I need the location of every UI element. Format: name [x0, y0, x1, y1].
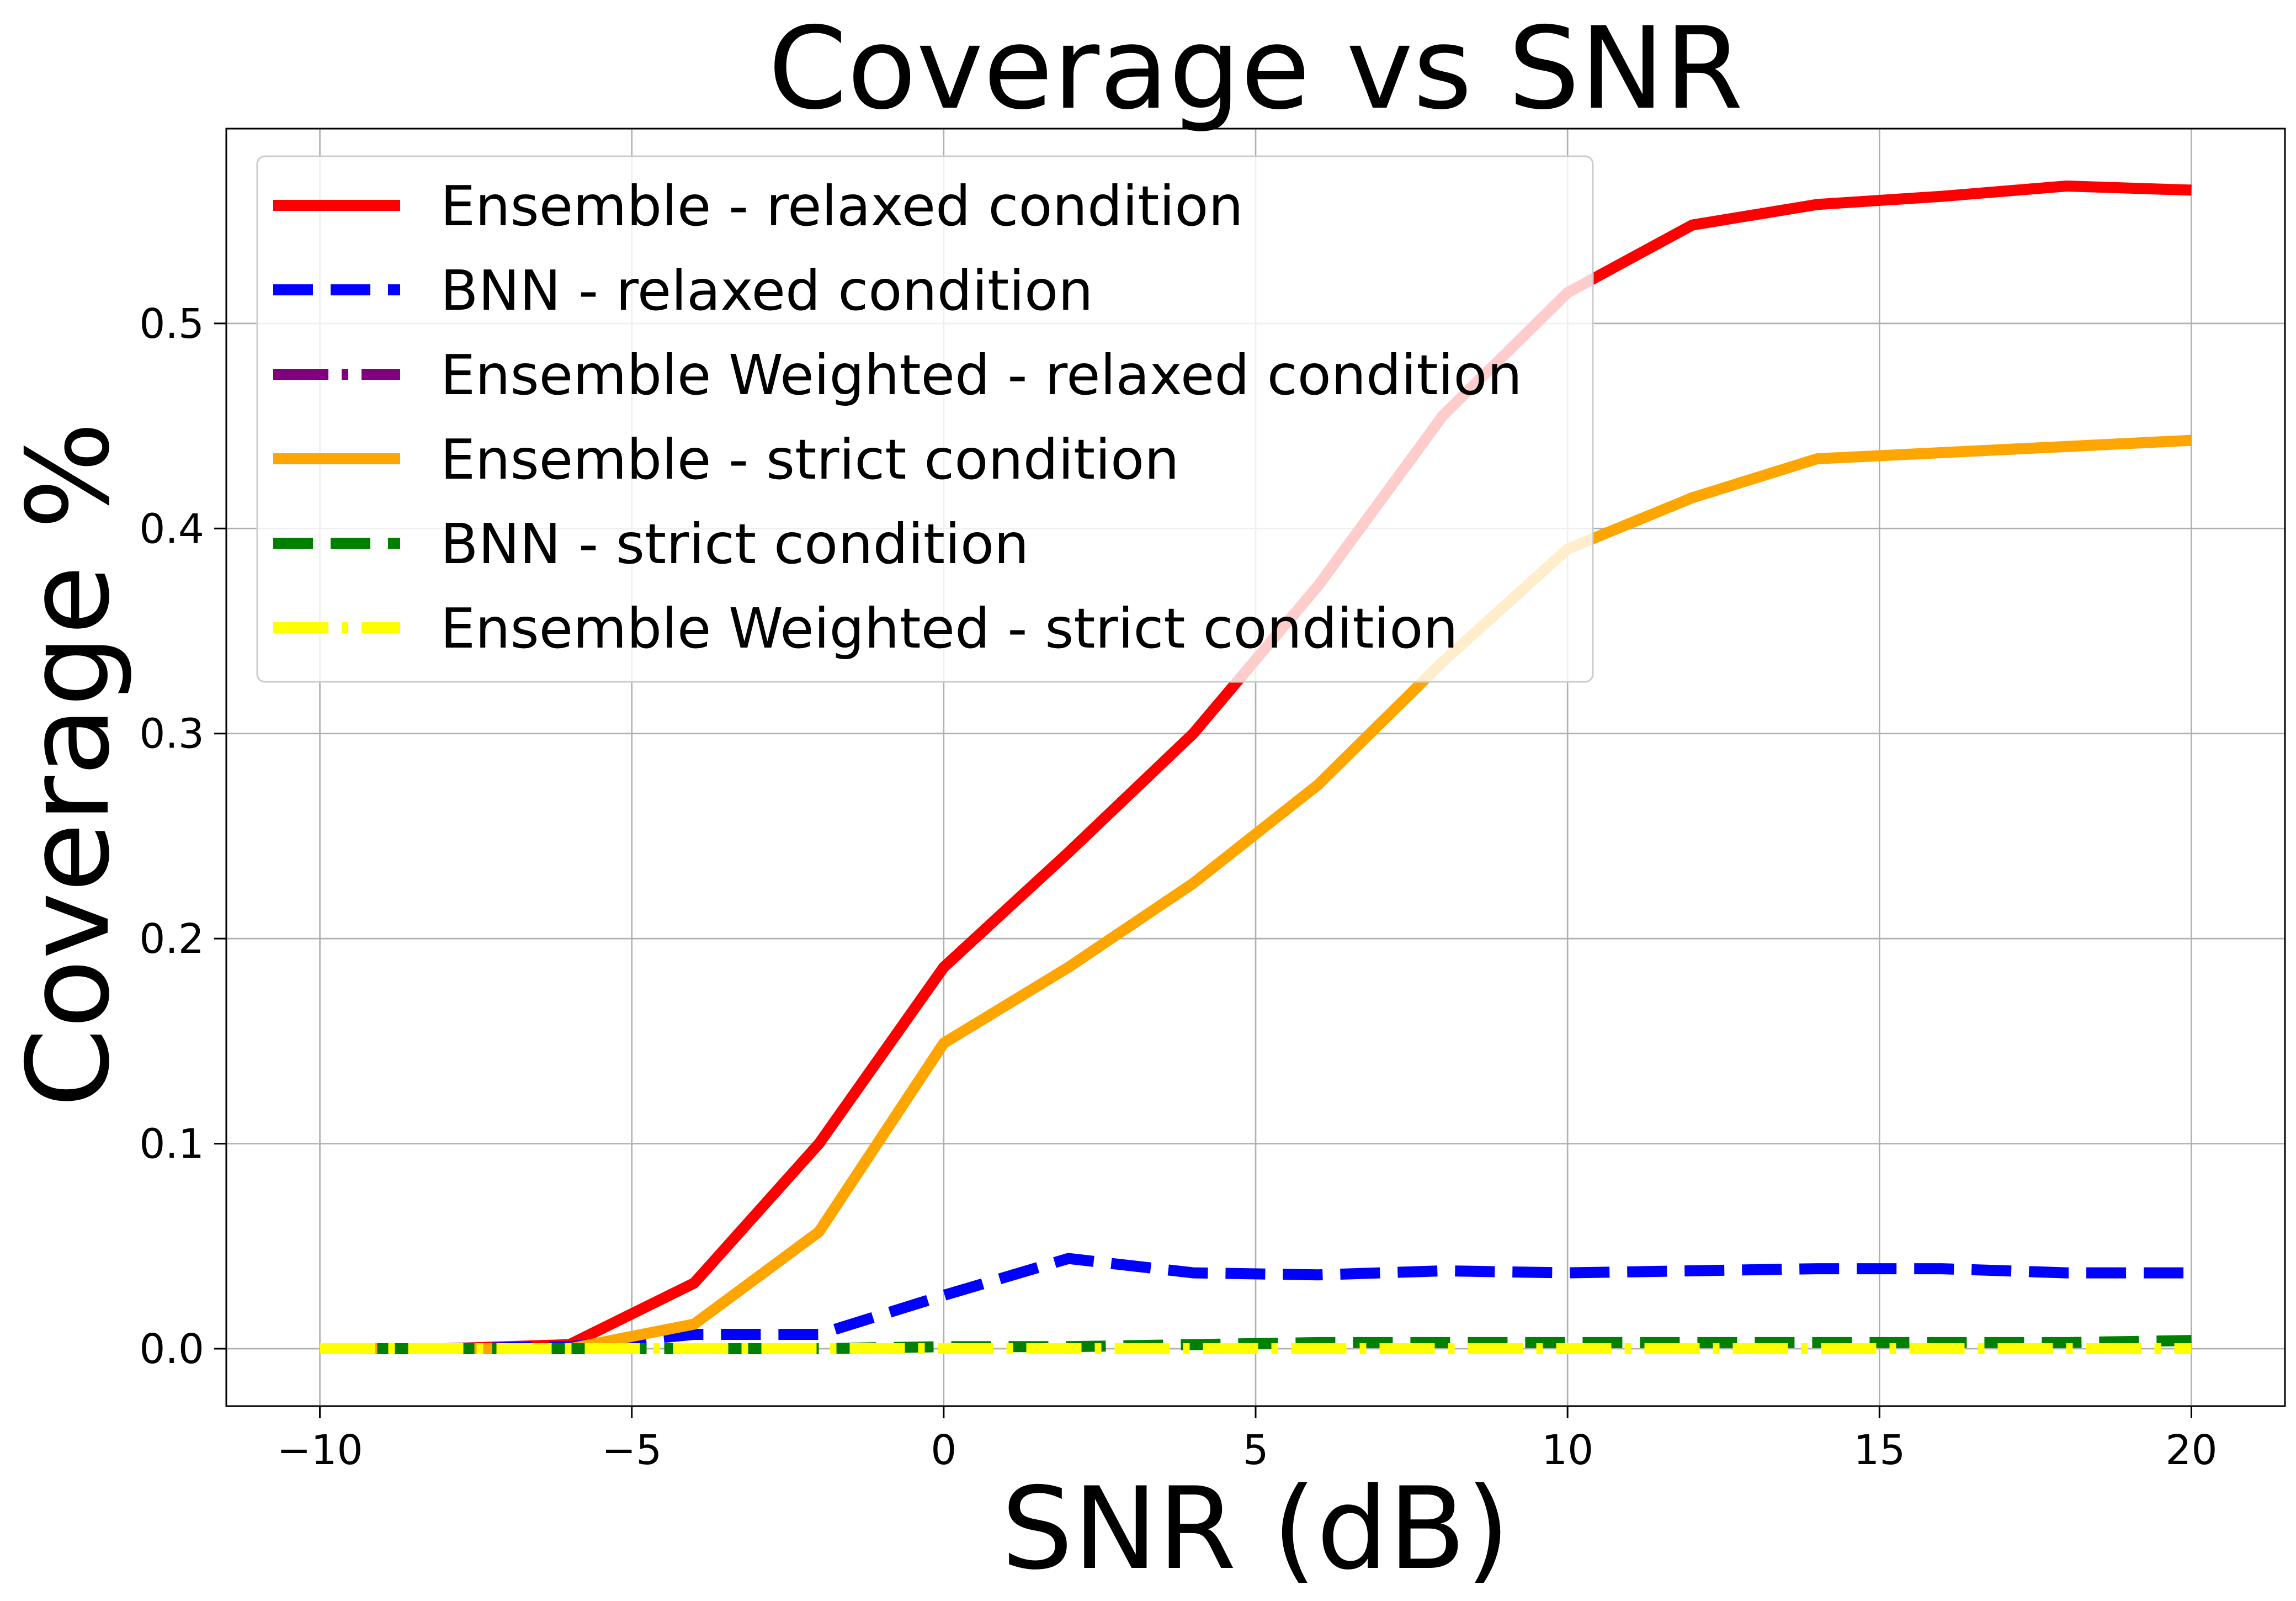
legend: Ensemble - relaxed condition BNN - relaxe… — [256, 155, 1594, 683]
legend-label-6: Ensemble Weighted - strict condition — [440, 596, 1458, 661]
chart-title: Coverage vs SNR — [768, 3, 1744, 135]
y-tick-label: 0.1 — [139, 1121, 204, 1168]
y-tick-label: 0.3 — [139, 711, 204, 758]
series-line-4 — [320, 434, 2192, 1354]
x-tick-label: −10 — [277, 1427, 363, 1474]
x-tick-label: 15 — [1853, 1427, 1905, 1474]
legend-label-2: BNN - relaxed condition — [440, 258, 1093, 323]
legend-box — [256, 155, 1594, 683]
y-axis-title: Coverage % — [3, 422, 135, 1107]
y-tick-label: 0.0 — [139, 1326, 204, 1373]
legend-label-3: Ensemble Weighted - relaxed condition — [440, 343, 1522, 407]
x-tick-label: 20 — [2165, 1427, 2217, 1474]
x-tick-label: 0 — [931, 1427, 956, 1474]
legend-label-4: Ensemble - strict condition — [440, 427, 1179, 492]
axis-ticks: −10 −5 0 5 10 15 20 0.0 0.1 0.2 0.3 0.4 0.5 — [139, 300, 2217, 1474]
legend-label-1: Ensemble - relaxed condition — [440, 174, 1243, 238]
y-tick-label: 0.5 — [139, 300, 204, 348]
x-tick-label: −5 — [602, 1427, 662, 1474]
x-tick-label: 5 — [1242, 1427, 1268, 1474]
y-tick-label: 0.2 — [139, 915, 204, 963]
legend-label-5: BNN - strict condition — [440, 512, 1029, 576]
x-tick-label: 10 — [1542, 1427, 1593, 1474]
x-axis-title: SNR (dB) — [1001, 1464, 1510, 1595]
y-tick-label: 0.4 — [139, 505, 204, 553]
